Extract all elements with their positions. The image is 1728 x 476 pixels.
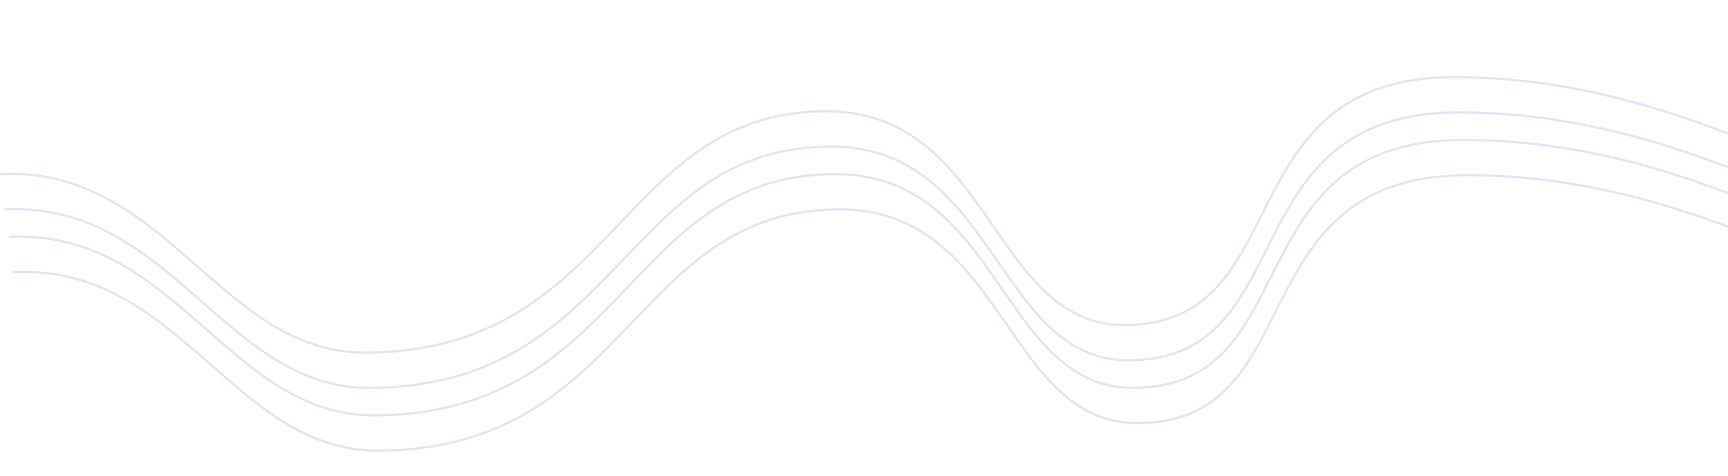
wave-line bbox=[7, 138, 1728, 417]
wave-line bbox=[3, 111, 1728, 389]
wave-line bbox=[12, 174, 1728, 452]
wave-line bbox=[0, 76, 1728, 354]
